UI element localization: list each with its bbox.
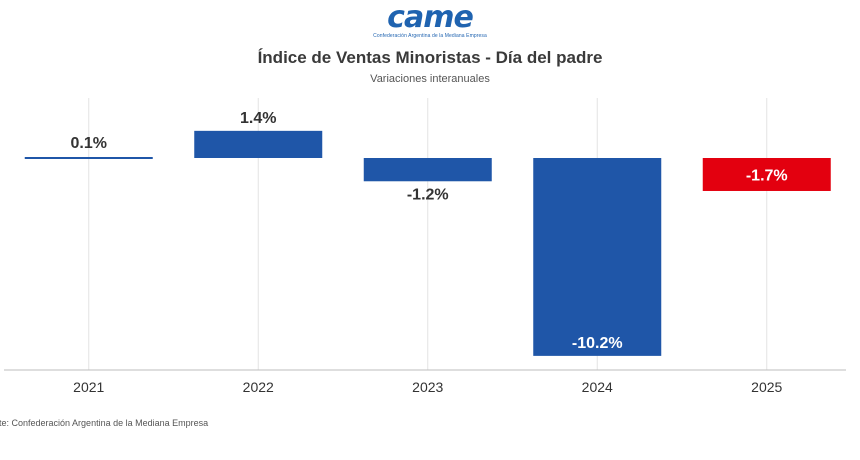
x-tick-label-2023: 2023 — [412, 379, 443, 395]
bar-2025 — [702, 158, 831, 191]
came-logo-mark: came — [387, 0, 474, 35]
came-logo-text: came — [387, 0, 474, 35]
data-label-2023: -1.2% — [407, 186, 449, 203]
came-logo-tagline: Confederación Argentina de la Mediana Em… — [373, 33, 487, 39]
chart-subtitle: Variaciones interanuales — [370, 73, 490, 85]
bar-2022 — [194, 130, 323, 158]
x-tick-label-2021: 2021 — [73, 379, 104, 395]
x-tick-label-2022: 2022 — [243, 379, 274, 395]
source-note: nte: Confederación Argentina de la Media… — [0, 418, 209, 428]
x-tick-label-2024: 2024 — [582, 379, 613, 395]
came-logo: came Confederación Argentina de la Media… — [0, 0, 860, 40]
chart-title: Índice de Ventas Minoristas - Día del pa… — [257, 48, 603, 67]
data-label-2024: -10.2% — [572, 335, 623, 352]
bar-2024 — [533, 158, 662, 356]
data-label-2022: 1.4% — [240, 110, 276, 127]
bar-2023 — [363, 158, 492, 182]
data-label-2021: 0.1% — [71, 135, 107, 152]
x-tick-label-2025: 2025 — [751, 379, 782, 395]
data-label-2025: -1.7% — [746, 167, 788, 184]
bar-2021 — [24, 157, 153, 159]
